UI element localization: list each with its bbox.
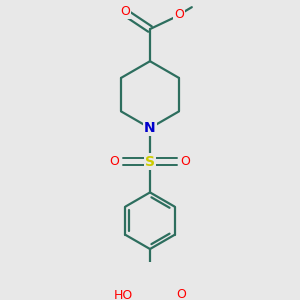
Text: S: S — [145, 154, 155, 169]
Text: O: O — [176, 288, 186, 300]
Text: O: O — [174, 8, 184, 21]
Text: N: N — [144, 121, 156, 135]
Text: O: O — [121, 5, 130, 18]
Text: O: O — [180, 155, 190, 168]
Text: O: O — [110, 155, 120, 168]
Text: HO: HO — [114, 290, 133, 300]
